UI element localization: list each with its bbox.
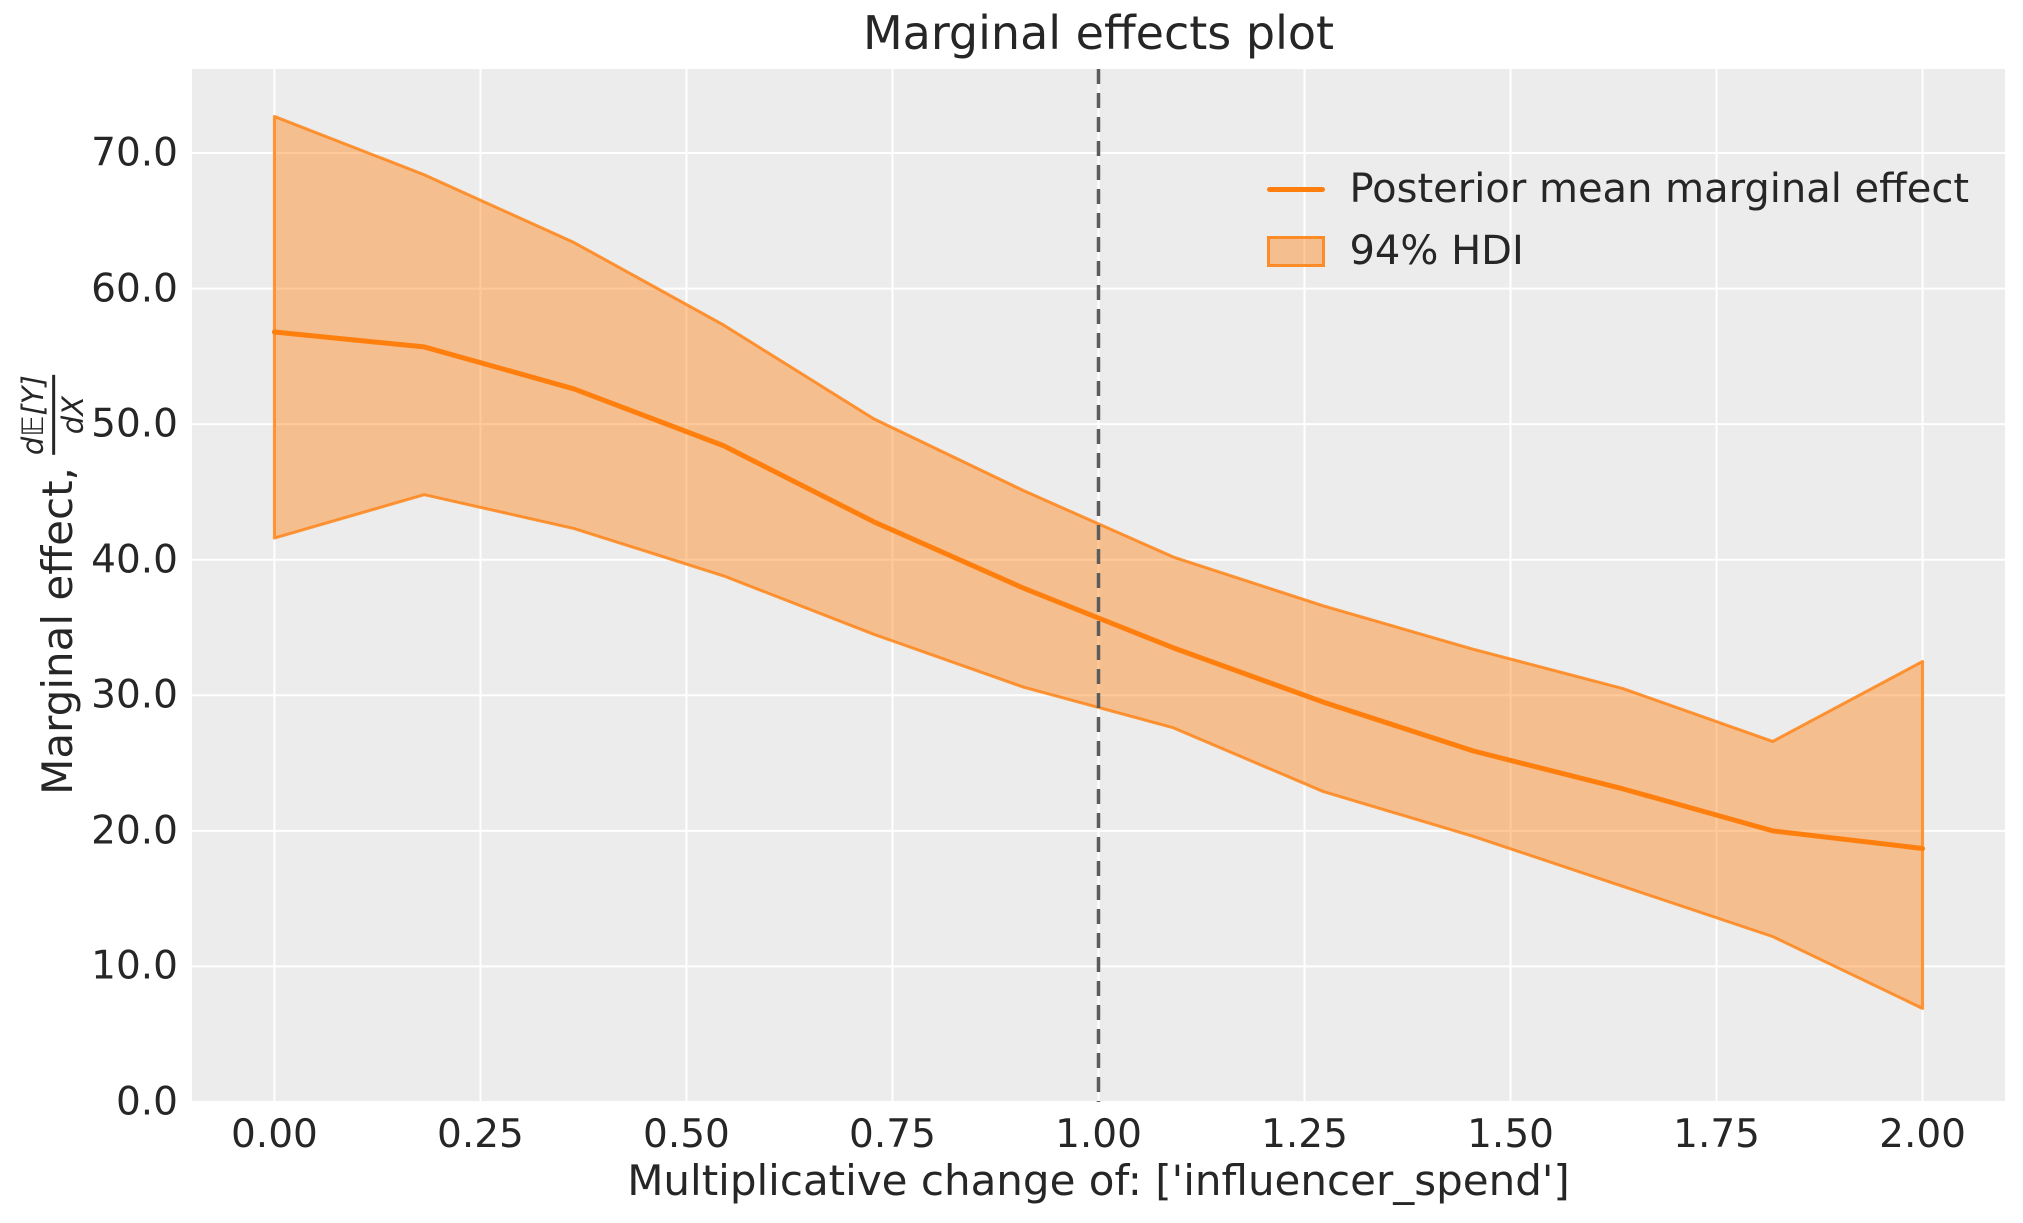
y-tick-label: 10.0 (91, 943, 178, 989)
chart-canvas (192, 69, 2005, 1102)
x-tick-label: 1.75 (1673, 1112, 1760, 1157)
y-tick-label: 40.0 (91, 537, 178, 583)
y-axis-label-text: Marginal effect, (33, 467, 83, 795)
legend-line-swatch (1267, 186, 1326, 192)
posterior-mean-line (271, 329, 1926, 851)
x-tick-label: 1.25 (1261, 1112, 1348, 1157)
y-tick-label: 0.0 (115, 1079, 178, 1125)
x-tick-label: 1.00 (1055, 1112, 1142, 1157)
y-tick-label: 50.0 (91, 401, 178, 447)
x-tick-label: 2.00 (1879, 1112, 1966, 1157)
legend: Posterior mean marginal effect 94% HDI (1267, 165, 1969, 275)
plot-area: Posterior mean marginal effect 94% HDI (192, 69, 2005, 1102)
y-tick-label: 60.0 (91, 266, 178, 312)
x-tick-label: 0.50 (643, 1112, 730, 1157)
legend-label-hdi: 94% HDI (1349, 228, 1524, 274)
y-axis-label: Marginal effect, d𝔼[Y] dX (16, 375, 95, 795)
y-axis-label-fraction: d𝔼[Y] dX (16, 375, 91, 456)
x-tick-label: 1.50 (1467, 1112, 1554, 1157)
x-axis-label: Multiplicative change of: ['influencer_s… (627, 1156, 1570, 1205)
legend-item-hdi: 94% HDI (1267, 227, 1969, 275)
y-tick-label: 20.0 (91, 808, 178, 854)
fraction-bar (52, 375, 56, 456)
y-tick-label: 70.0 (91, 130, 178, 176)
x-tick-label: 0.75 (849, 1112, 936, 1157)
x-tick-label: 0.25 (437, 1112, 524, 1157)
fraction-numerator: d𝔼[Y] (16, 375, 51, 456)
legend-patch-swatch (1267, 235, 1326, 267)
legend-label-posterior-mean: Posterior mean marginal effect (1349, 166, 1969, 212)
chart-title: Marginal effects plot (862, 6, 1335, 60)
legend-item-posterior-mean: Posterior mean marginal effect (1267, 165, 1969, 213)
x-tick-label: 0.00 (230, 1112, 318, 1157)
fraction-denominator: dX (56, 395, 91, 435)
y-tick-label: 30.0 (91, 672, 178, 718)
